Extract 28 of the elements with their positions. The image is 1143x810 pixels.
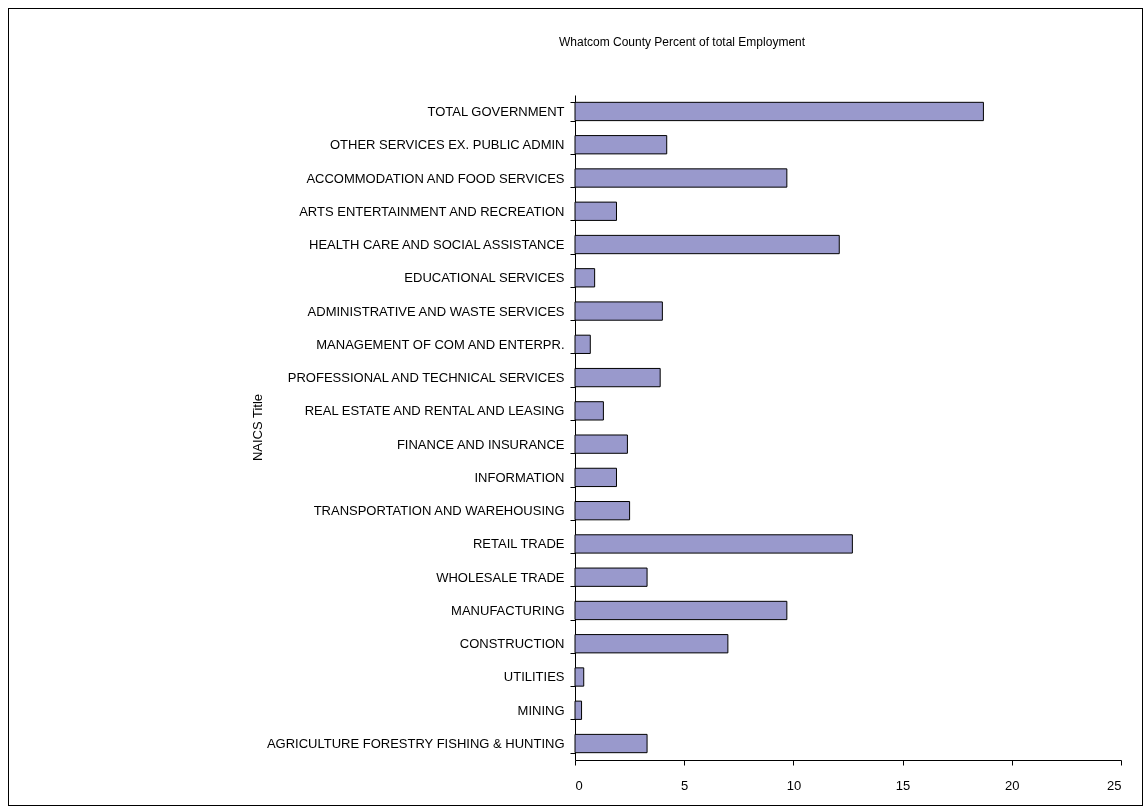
y-tick-label: MANUFACTURING xyxy=(451,602,565,618)
y-tick-label: HEALTH CARE AND SOCIAL ASSISTANCE xyxy=(309,237,565,253)
y-tick-label: TOTAL GOVERNMENT xyxy=(427,103,565,119)
y-tick-label: TRANSPORTATION AND WAREHOUSING xyxy=(313,503,565,519)
y-tick-label: WHOLESALE TRADE xyxy=(436,569,565,585)
x-tick-label: 10 xyxy=(786,777,802,793)
y-tick-label: ARTS ENTERTAINMENT AND RECREATION xyxy=(299,203,565,219)
y-tick-label: MINING xyxy=(517,702,565,718)
y-tick-label: MANAGEMENT OF COM AND ENTERPR. xyxy=(316,336,565,352)
y-tick-label: PROFESSIONAL AND TECHNICAL SERVICES xyxy=(287,370,565,386)
chart-title: Whatcom County Percent of total Employment xyxy=(558,35,806,49)
y-tick-label: CONSTRUCTION xyxy=(459,636,565,652)
x-tick-label: 5 xyxy=(681,777,689,793)
y-tick-label: ACCOMMODATION AND FOOD SERVICES xyxy=(306,170,565,186)
y-tick-label: EDUCATIONAL SERVICES xyxy=(404,270,565,286)
x-tick-label: 0 xyxy=(575,777,583,793)
y-tick-label: INFORMATION xyxy=(474,469,565,485)
y-tick-label: REAL ESTATE AND RENTAL AND LEASING xyxy=(304,403,565,419)
y-tick-label: ADMINISTRATIVE AND WASTE SERVICES xyxy=(307,303,565,319)
y-tick-label: FINANCE AND INSURANCE xyxy=(396,436,565,452)
y-tick-label: UTILITIES xyxy=(503,669,565,685)
y-tick-label: RETAIL TRADE xyxy=(472,536,565,552)
x-tick-label: 15 xyxy=(895,777,911,793)
y-tick-label: AGRICULTURE FORESTRY FISHING & HUNTING xyxy=(266,736,565,752)
y-axis-title: NAICS Title xyxy=(249,393,265,462)
x-tick-label: 20 xyxy=(1005,777,1020,793)
y-tick-label: OTHER SERVICES EX. PUBLIC ADMIN xyxy=(329,137,565,153)
x-tick-label: 25 xyxy=(1107,777,1122,793)
